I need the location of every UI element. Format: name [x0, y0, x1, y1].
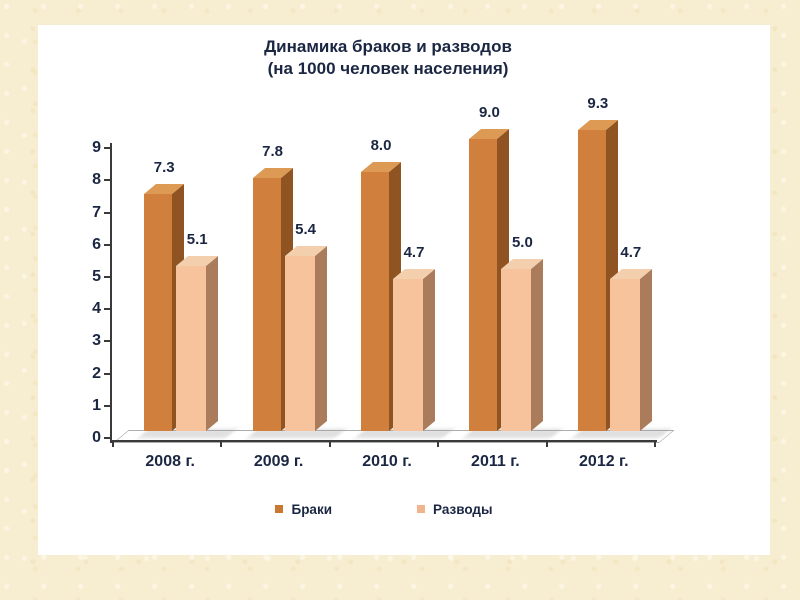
x-axis-tick-mark [545, 441, 548, 447]
chart-legend: Браки Разводы [113, 498, 655, 520]
bar-divorces [501, 269, 532, 431]
bar-marriages [252, 178, 281, 431]
x-axis-tick-mark [328, 441, 331, 447]
legend-label-divorces: Разводы [433, 501, 493, 517]
bar-value-label: 5.1 [186, 231, 208, 248]
bar-side-divorces [639, 269, 652, 431]
y-axis-tick-mark [104, 179, 112, 182]
bar-marriages [469, 139, 498, 431]
y-axis-tick-label: 4 [92, 300, 101, 318]
legend-item-divorces: Разводы [417, 502, 493, 517]
chart-title-line1: Динамика браков и разводов [264, 37, 512, 56]
y-axis-tick-mark [104, 372, 112, 375]
bar-side-divorces [531, 259, 544, 431]
chart-title-line2: (на 1000 человек населения) [267, 59, 509, 78]
bar-divorces [284, 256, 315, 431]
y-axis-tick-label: 2 [92, 364, 101, 382]
x-axis-category-label: 2010 г. [362, 453, 412, 470]
bar-value-label: 9.0 [478, 104, 500, 121]
bar-value-label: 8.0 [370, 137, 392, 154]
x-axis-tick-mark [220, 441, 223, 447]
bar-marriages [577, 130, 606, 431]
bar-value-label: 7.3 [153, 159, 175, 176]
bar-value-label: 5.0 [511, 234, 533, 251]
divorces-swatch-icon [417, 505, 425, 513]
y-axis-tick-label: 7 [92, 203, 101, 221]
y-axis-tick-label: 6 [92, 235, 101, 253]
x-axis-category-label: 2011 г. [471, 453, 520, 470]
bar-marriages [144, 194, 173, 431]
x-axis-category-label: 2009 г. [253, 453, 304, 470]
bar-value-label: 7.8 [262, 143, 284, 160]
bar-divorces [393, 279, 423, 431]
y-axis-tick-mark [104, 437, 112, 439]
bar-value-label: 4.7 [620, 244, 642, 261]
bar-side-divorces [314, 246, 327, 431]
bar-value-label: 5.4 [295, 221, 317, 238]
y-axis-tick-label: 8 [92, 171, 101, 189]
y-axis-tick-label: 1 [92, 396, 101, 414]
bar-value-label: 9.3 [587, 95, 609, 112]
y-axis-tick-mark [104, 404, 112, 407]
x-axis-tick-mark [437, 441, 440, 447]
y-axis-tick-mark [104, 340, 112, 343]
bar-value-label: 4.7 [403, 244, 425, 261]
bar-marriages [361, 172, 389, 431]
legend-label-marriages: Браки [291, 501, 332, 517]
y-axis-tick-label: 0 [92, 429, 101, 446]
y-axis-tick-label: 5 [92, 268, 101, 285]
y-axis-tick-mark [104, 308, 112, 311]
x-axis-line [110, 440, 657, 442]
x-axis-category-label: 2012 г. [579, 453, 629, 470]
x-axis-tick-mark [654, 441, 656, 447]
x-axis-tick-mark [112, 441, 114, 447]
y-axis-tick-mark [104, 243, 112, 246]
bar-side-divorces [206, 256, 219, 431]
y-axis-tick-mark [104, 211, 112, 214]
x-axis-category-label: 2008 г. [145, 453, 195, 470]
y-axis-tick-label: 3 [92, 332, 101, 350]
marriages-swatch-icon [275, 505, 284, 513]
y-axis-tick-mark [104, 147, 112, 150]
legend-item-marriages: Браки [275, 502, 332, 517]
bar-divorces [176, 266, 207, 431]
y-axis-tick-mark [104, 276, 112, 278]
bar-divorces [609, 279, 640, 431]
bar-side-divorces [423, 269, 435, 431]
chart-title: Динамика браков и разводов (на 1000 чело… [22, 36, 754, 80]
y-axis-line [110, 143, 112, 443]
y-axis-tick-label: 9 [92, 139, 101, 157]
